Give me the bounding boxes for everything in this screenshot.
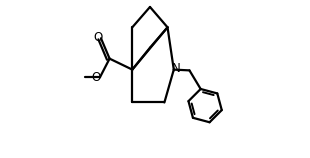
Text: O: O: [93, 31, 102, 44]
Text: O: O: [92, 71, 101, 84]
Text: N: N: [172, 62, 181, 75]
